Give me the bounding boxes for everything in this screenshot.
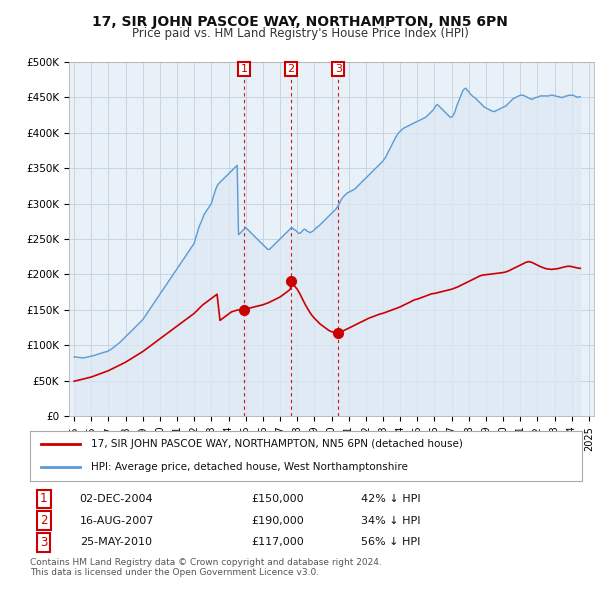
- Text: 02-DEC-2004: 02-DEC-2004: [80, 494, 154, 504]
- Text: 16-AUG-2007: 16-AUG-2007: [80, 516, 154, 526]
- Text: 1: 1: [40, 493, 47, 506]
- Text: 17, SIR JOHN PASCOE WAY, NORTHAMPTON, NN5 6PN (detached house): 17, SIR JOHN PASCOE WAY, NORTHAMPTON, NN…: [91, 439, 463, 449]
- Text: 42% ↓ HPI: 42% ↓ HPI: [361, 494, 421, 504]
- Text: 17, SIR JOHN PASCOE WAY, NORTHAMPTON, NN5 6PN: 17, SIR JOHN PASCOE WAY, NORTHAMPTON, NN…: [92, 15, 508, 29]
- Text: 1: 1: [241, 64, 248, 74]
- Text: This data is licensed under the Open Government Licence v3.0.: This data is licensed under the Open Gov…: [30, 568, 319, 577]
- Text: £117,000: £117,000: [251, 537, 304, 548]
- Text: 3: 3: [40, 536, 47, 549]
- Text: 3: 3: [335, 64, 342, 74]
- Text: £190,000: £190,000: [251, 516, 304, 526]
- Text: 56% ↓ HPI: 56% ↓ HPI: [361, 537, 421, 548]
- Text: Price paid vs. HM Land Registry's House Price Index (HPI): Price paid vs. HM Land Registry's House …: [131, 27, 469, 40]
- Text: 25-MAY-2010: 25-MAY-2010: [80, 537, 152, 548]
- Text: £150,000: £150,000: [251, 494, 304, 504]
- Text: HPI: Average price, detached house, West Northamptonshire: HPI: Average price, detached house, West…: [91, 463, 407, 473]
- Text: 2: 2: [287, 64, 294, 74]
- Text: Contains HM Land Registry data © Crown copyright and database right 2024.: Contains HM Land Registry data © Crown c…: [30, 558, 382, 566]
- Text: 34% ↓ HPI: 34% ↓ HPI: [361, 516, 421, 526]
- Text: 2: 2: [40, 514, 47, 527]
